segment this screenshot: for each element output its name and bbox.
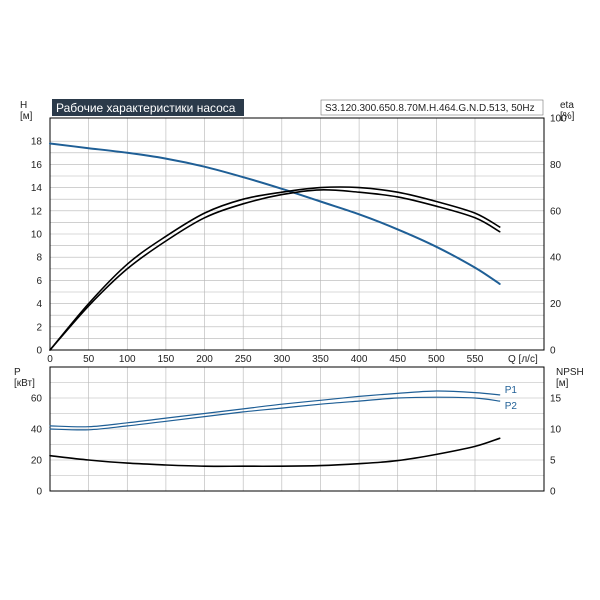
bottom-left-tick-label: 40 bbox=[31, 425, 43, 436]
top-left-tick-label: 10 bbox=[31, 230, 43, 241]
bottom-series-line-0 bbox=[49, 390, 501, 428]
title-box bbox=[52, 99, 244, 116]
x-tick-label: 550 bbox=[467, 354, 484, 365]
bottom-left-axis-label: P bbox=[14, 367, 21, 378]
top-left-tick-label: 18 bbox=[31, 137, 43, 148]
bottom-left-axis-label: [кВт] bbox=[14, 378, 35, 389]
x-tick-label: 250 bbox=[235, 354, 252, 365]
x-tick-label: 300 bbox=[273, 354, 290, 365]
model-label: S3.120.300.650.8.70M.H.464.G.N.D.513, 50… bbox=[325, 103, 535, 114]
bottom-left-ticks: 0 20 40 60 bbox=[31, 394, 43, 498]
bottom-series bbox=[49, 390, 501, 468]
x-tick-label: 350 bbox=[312, 354, 329, 365]
top-right-tick-label: 100 bbox=[550, 114, 567, 125]
top-left-axis-name: H[м] bbox=[20, 100, 33, 122]
x-tick-label: 400 bbox=[351, 354, 368, 365]
bottom-left-tick-label: 60 bbox=[31, 394, 43, 405]
bottom-right-ticks: 0 5 10 15 bbox=[550, 394, 562, 498]
top-right-tick-label: 40 bbox=[550, 253, 562, 264]
top-left-tick-label: 12 bbox=[31, 206, 43, 217]
top-right-tick-label: 60 bbox=[550, 206, 562, 217]
bottom-series-line-2 bbox=[49, 437, 501, 468]
top-left-tick-label: 6 bbox=[36, 276, 42, 287]
chart-title: Рабочие характеристики насоса bbox=[56, 101, 236, 115]
x-tick-label: 150 bbox=[158, 354, 175, 365]
bottom-right-tick-label: 5 bbox=[550, 456, 556, 467]
bottom-right-axis-label: NPSH bbox=[556, 367, 584, 378]
bottom-left-tick-label: 20 bbox=[31, 456, 43, 467]
top-series-line-1 bbox=[49, 189, 501, 351]
x-axis-label: Q [л/с] bbox=[508, 354, 538, 365]
bottom-right-axis-name: NPSH[м] bbox=[556, 367, 584, 389]
x-tick-label: 450 bbox=[389, 354, 406, 365]
bottom-right-tick-label: 0 bbox=[550, 487, 556, 498]
x-tick-label: 50 bbox=[83, 354, 95, 365]
x-tick-label: 100 bbox=[119, 354, 136, 365]
top-right-ticks: 0 20 40 60 80 100 bbox=[550, 114, 567, 357]
top-left-tick-label: 0 bbox=[36, 346, 42, 357]
model-box bbox=[320, 99, 544, 116]
series-label-p2: P2 bbox=[505, 401, 518, 412]
x-tick-label: 0 bbox=[47, 354, 53, 365]
top-left-axis-label: H bbox=[20, 100, 27, 111]
bottom-right-axis-label: [м] bbox=[556, 378, 569, 389]
top-left-tick-label: 14 bbox=[31, 183, 43, 194]
top-series bbox=[49, 142, 501, 351]
top-plot-frame bbox=[49, 117, 545, 351]
top-right-axis-label: eta bbox=[560, 100, 574, 111]
bottom-left-tick-label: 0 bbox=[36, 487, 42, 498]
top-right-axis-label: [%] bbox=[560, 111, 575, 122]
top-series-line-2 bbox=[49, 186, 501, 351]
bottom-grid bbox=[50, 367, 544, 491]
top-panel: 0 2 4 6 8 10 12 14 16 18 0 20 40 60 80 100 0 50 100 150 20… bbox=[31, 114, 567, 366]
series-label-p1: P1 bbox=[505, 385, 518, 396]
x-tick-label: 500 bbox=[428, 354, 445, 365]
x-axis-ticks: 0 50 100 150 200 250 300 350 400 450 500 550 bbox=[47, 354, 484, 365]
top-grid bbox=[50, 118, 544, 350]
bottom-right-tick-label: 15 bbox=[550, 394, 562, 405]
x-tick-label: 200 bbox=[196, 354, 213, 365]
top-left-tick-label: 2 bbox=[36, 322, 42, 333]
top-left-tick-label: 4 bbox=[36, 299, 42, 310]
top-series-line-0 bbox=[49, 142, 501, 285]
top-left-axis-label: [м] bbox=[20, 111, 33, 122]
top-left-tick-label: 8 bbox=[36, 253, 42, 264]
top-right-tick-label: 0 bbox=[550, 346, 556, 357]
top-right-tick-label: 80 bbox=[550, 160, 562, 171]
top-right-tick-label: 20 bbox=[550, 299, 562, 310]
bottom-left-axis-name: P[кВт] bbox=[14, 367, 35, 389]
top-right-axis-name: eta[%] bbox=[560, 100, 575, 122]
bottom-right-tick-label: 10 bbox=[550, 425, 562, 436]
top-left-ticks: 0 2 4 6 8 10 12 14 16 18 bbox=[31, 137, 43, 357]
top-left-tick-label: 16 bbox=[31, 160, 43, 171]
bottom-series-line-1 bbox=[49, 396, 501, 431]
